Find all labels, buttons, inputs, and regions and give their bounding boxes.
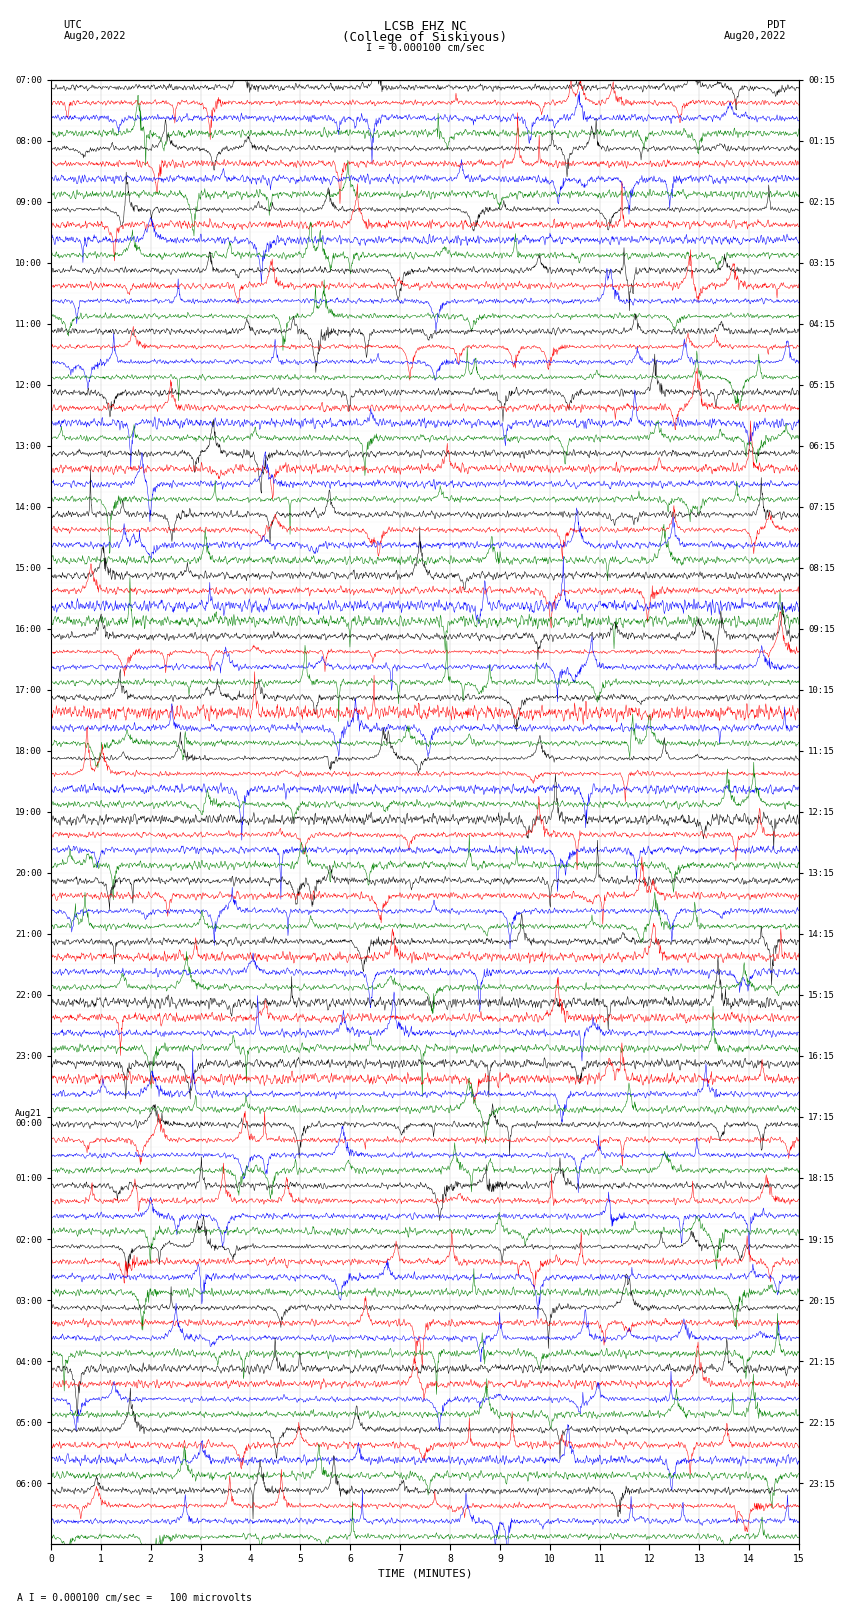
Text: A I = 0.000100 cm/sec =   100 microvolts: A I = 0.000100 cm/sec = 100 microvolts [17, 1594, 252, 1603]
X-axis label: TIME (MINUTES): TIME (MINUTES) [377, 1569, 473, 1579]
Text: Aug20,2022: Aug20,2022 [64, 31, 127, 40]
Text: LCSB EHZ NC: LCSB EHZ NC [383, 19, 467, 34]
Text: (College of Siskiyous): (College of Siskiyous) [343, 31, 507, 44]
Text: PDT: PDT [768, 19, 786, 31]
Text: UTC: UTC [64, 19, 82, 31]
Text: I = 0.000100 cm/sec: I = 0.000100 cm/sec [366, 44, 484, 53]
Text: Aug20,2022: Aug20,2022 [723, 31, 786, 40]
